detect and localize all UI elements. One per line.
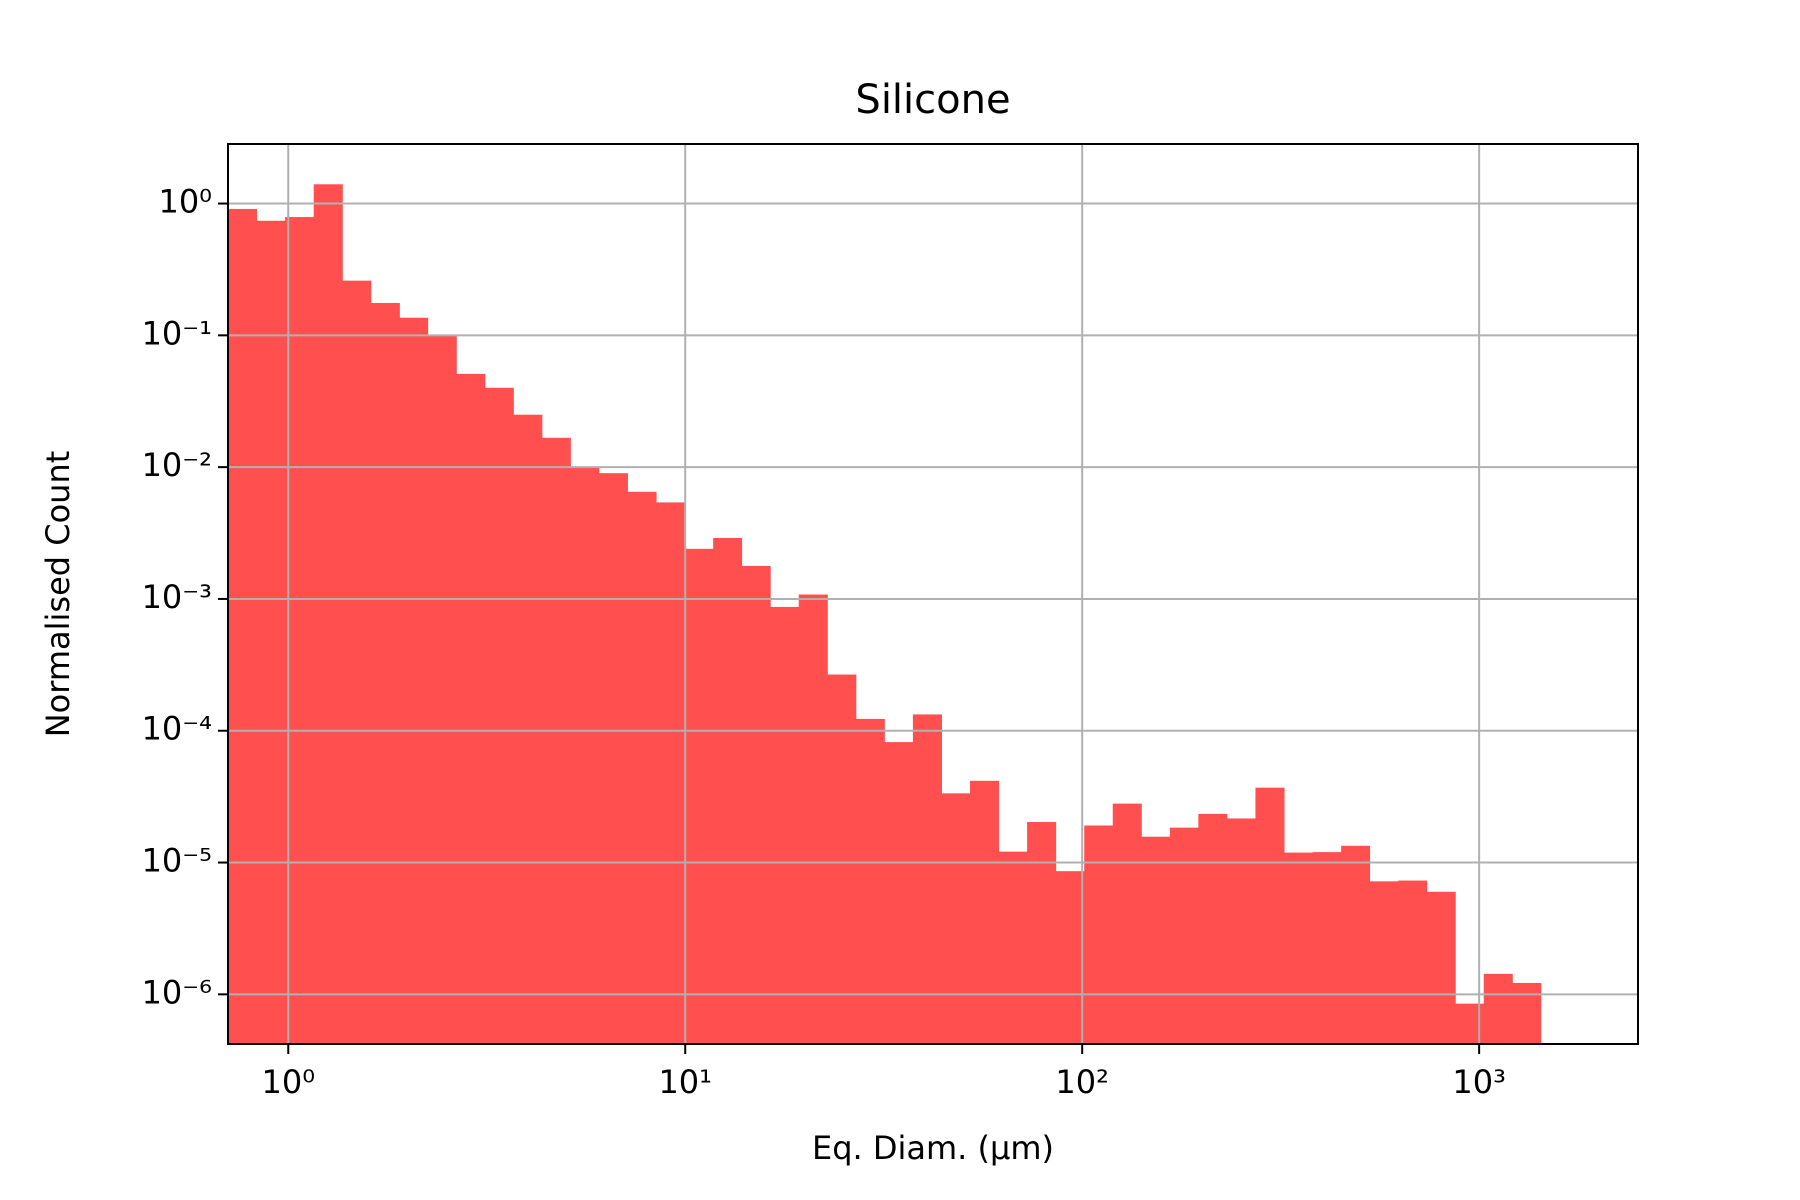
bar bbox=[541, 437, 571, 1045]
bar bbox=[998, 851, 1028, 1044]
bar bbox=[1198, 813, 1228, 1044]
bar bbox=[1426, 891, 1456, 1044]
bar bbox=[1027, 822, 1057, 1044]
bar bbox=[484, 387, 514, 1045]
y-tick-label: 10⁻⁶ bbox=[142, 973, 212, 1011]
x-tick-label: 10⁰ bbox=[261, 1063, 315, 1101]
y-tick-label: 10⁻⁴ bbox=[142, 710, 212, 748]
bar bbox=[1398, 880, 1428, 1044]
bar bbox=[1512, 982, 1542, 1044]
bar bbox=[1369, 881, 1399, 1044]
chart-title: Silicone bbox=[855, 77, 1010, 123]
bar bbox=[1483, 973, 1513, 1044]
bar bbox=[285, 217, 315, 1045]
bar bbox=[798, 594, 828, 1044]
bar bbox=[1283, 852, 1314, 1044]
plot-frame bbox=[227, 143, 1639, 1045]
y-tick-label: 10⁻² bbox=[142, 446, 212, 484]
x-tick-label: 10³ bbox=[1452, 1063, 1506, 1101]
bar bbox=[598, 473, 628, 1044]
bar bbox=[627, 491, 657, 1045]
bar bbox=[684, 548, 714, 1044]
bar bbox=[884, 742, 914, 1044]
bar bbox=[1341, 845, 1371, 1044]
y-tick-label: 10⁻¹ bbox=[142, 314, 212, 352]
bar bbox=[1055, 871, 1085, 1044]
bar bbox=[912, 714, 942, 1044]
y-tick-label: 10⁻³ bbox=[142, 578, 212, 616]
bar bbox=[570, 467, 600, 1044]
bar bbox=[1312, 852, 1342, 1044]
bar bbox=[1084, 825, 1114, 1044]
bar bbox=[941, 793, 971, 1044]
x-tick-label: 10² bbox=[1055, 1063, 1109, 1101]
y-tick-label: 10⁰ bbox=[158, 183, 212, 221]
bar bbox=[342, 280, 372, 1044]
bar bbox=[256, 220, 286, 1044]
y-tick-label: 10⁻⁵ bbox=[142, 842, 212, 880]
bar bbox=[456, 373, 486, 1044]
bar bbox=[1226, 818, 1256, 1044]
bar bbox=[855, 718, 885, 1044]
bar bbox=[1255, 787, 1285, 1044]
bar bbox=[427, 335, 457, 1044]
bar bbox=[770, 606, 800, 1044]
y-axis-label: Normalised Count bbox=[39, 451, 77, 738]
bar bbox=[513, 414, 543, 1044]
bar bbox=[399, 317, 429, 1045]
bar bbox=[970, 780, 1000, 1044]
bar bbox=[370, 302, 400, 1044]
bar bbox=[656, 502, 686, 1044]
bar bbox=[313, 184, 343, 1045]
x-axis-label: Eq. Diam. (µm) bbox=[812, 1129, 1054, 1167]
bar bbox=[741, 565, 771, 1044]
bar bbox=[827, 674, 857, 1044]
x-tick-label: 10¹ bbox=[658, 1063, 712, 1101]
bar bbox=[1112, 803, 1142, 1044]
bar bbox=[1169, 827, 1199, 1044]
bar bbox=[228, 208, 258, 1044]
bar bbox=[1141, 836, 1171, 1044]
bar bbox=[713, 538, 743, 1044]
